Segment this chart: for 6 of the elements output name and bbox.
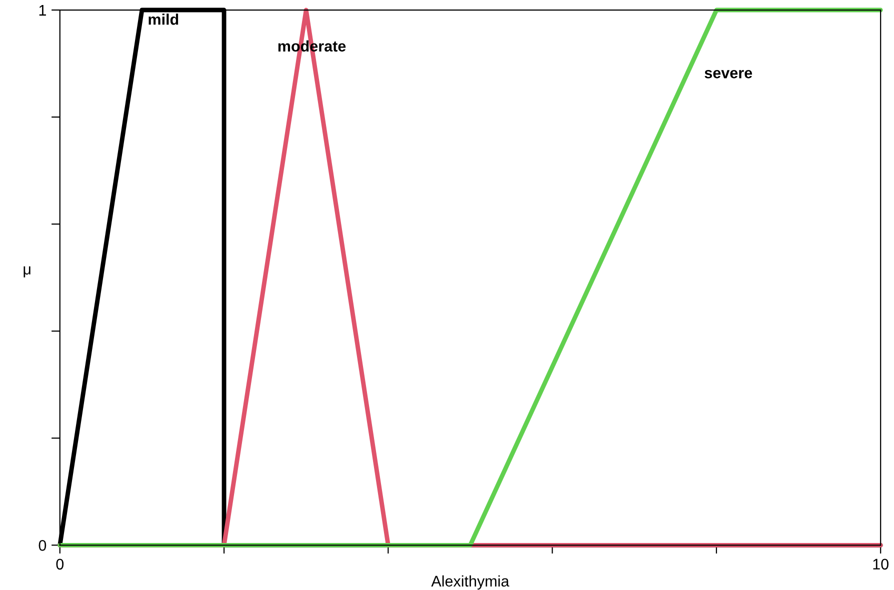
series-label: severe [704, 70, 752, 78]
y-tick-label: 1 [39, 5, 46, 16]
x-tick-label: 10 [873, 558, 888, 570]
series-label: mild [148, 14, 178, 25]
x-axis-title: Alexithymia [431, 575, 510, 590]
y-axis-title: μ [24, 266, 30, 278]
